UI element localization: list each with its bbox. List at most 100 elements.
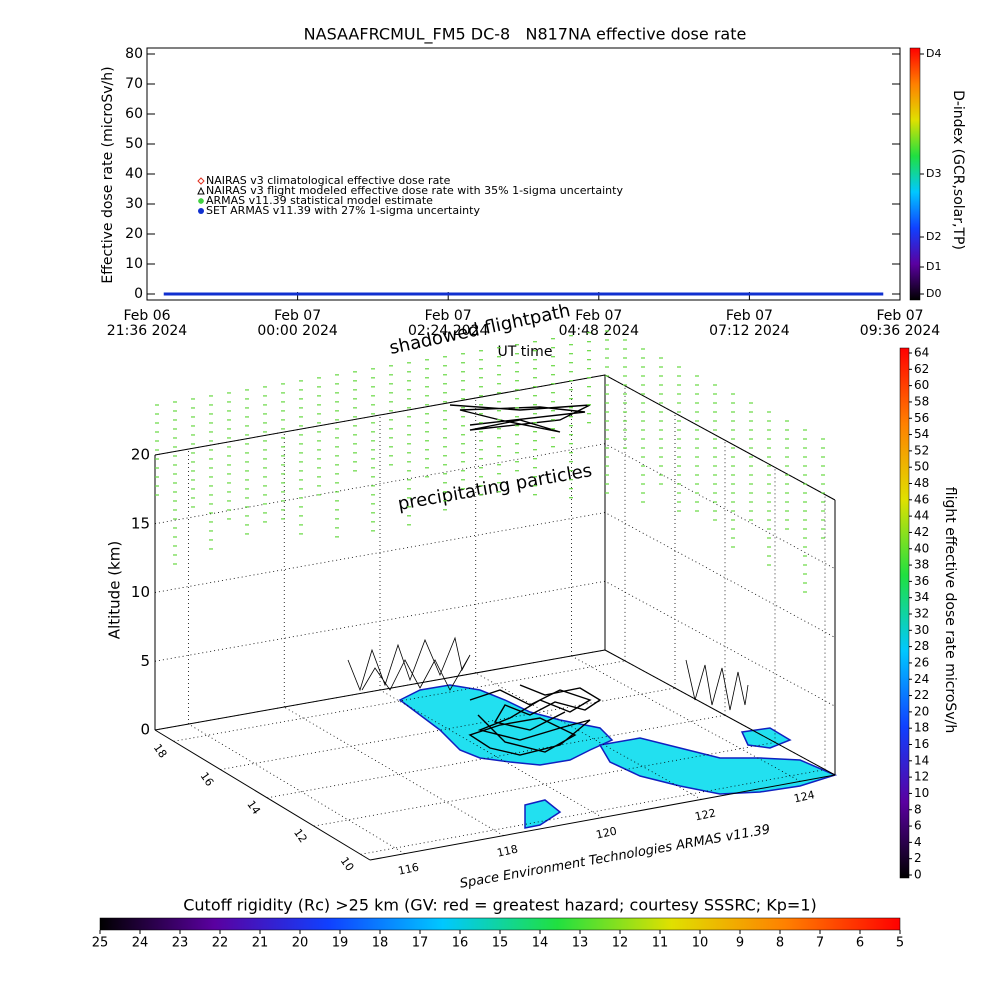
dindex-colorbar [909,47,921,301]
colorbar-tick-label: 16 [452,936,469,951]
colorbar-tick-label: 13 [572,936,589,951]
x-tick-label: 124 [793,788,816,805]
z-tick-label: 10 [131,583,150,601]
legend-marker [197,177,205,185]
chart-title: NASAAFRCMUL_FM5 DC-8 N817NA effective do… [304,25,747,45]
grid-line [379,689,603,818]
colorbar-tick-label: 10 [914,786,929,800]
x-tick-label: 122 [694,806,717,823]
colorbar-tick-label: 18 [914,721,929,735]
colorbar-label: flight effective dose rate microSv/h [942,487,958,733]
legend-marker [198,198,204,204]
colorbar-tick-label: 28 [914,639,929,653]
colorbar-tick-label: 16 [914,737,929,751]
particle-dashes [155,330,825,593]
y-tick-label: 10 [125,256,143,272]
y-tick-label: 30 [125,196,143,212]
colorbar-tick-label: 25 [92,936,109,951]
grid-line [154,580,836,707]
legend-label: SET ARMAS v11.39 with 27% 1-sigma uncert… [206,204,480,217]
colorbar-tick-label: 56 [914,411,929,425]
y-tick-label: 70 [125,76,143,92]
colorbar-tick-label: 15 [492,936,509,951]
grid-line [154,512,836,638]
legend-marker [198,208,204,214]
colorbar-tick-label: 19 [332,936,349,951]
colorbar-tick-label: 58 [914,394,929,408]
legend-label: NAIRAS v3 flight modeled effective dose … [206,184,623,197]
colorbar-tick-label: 38 [914,558,929,572]
y2-tick-label: D0 [926,287,941,300]
flight-track [493,684,602,731]
y2-tick-label: D2 [926,230,941,243]
grid-line [154,443,836,570]
colorbar-tick-label: 20 [292,936,309,951]
x-tick-label: 07:12 2024 [709,323,790,339]
grid-line [360,769,826,855]
axis-edge [154,729,371,861]
colorbar-tick-label: 0 [914,868,922,882]
colorbar-tick-label: 14 [914,753,929,767]
colorbar-tick-label: 62 [914,362,929,376]
colorbar-tick-label: 44 [914,509,929,523]
colorbar [899,347,910,879]
colorbar-tick-label: 8 [776,936,784,951]
colorbar-tick-label: 52 [914,443,929,457]
x-tick-label: Feb 07 [726,308,773,324]
y2-axis-label: D-index (GCR,solar,TP) [950,90,966,250]
colorbar-tick-label: 4 [914,835,922,849]
y2-tick-label: D4 [926,47,941,60]
grid-line [267,714,726,799]
colorbar-tick-label: 22 [212,936,229,951]
colorbar-tick-label: 42 [914,525,929,539]
colorbar-tick-label: 14 [532,936,549,951]
y-tick-label: 20 [125,226,143,242]
colorbar-tick-label: 12 [612,936,629,951]
colorbar-tick-label: 12 [914,770,929,784]
y-tick-label: 50 [125,136,143,152]
z-tick-label: 15 [131,514,150,532]
x-tick-label: 04:48 2024 [559,323,640,339]
island [524,799,562,829]
colorbar-label: Cutoff rigidity (Rc) >25 km (GV: red = g… [183,896,817,915]
x-tick-label: Feb 07 [274,308,321,324]
colorbar-tick-label: 2 [914,851,922,865]
colorbar-tick-label: 23 [172,936,189,951]
x-tick-label: 120 [595,824,618,841]
flight-track-3d [347,636,471,692]
colorbar-tick-label: 48 [914,476,929,490]
legend-marker [197,186,205,195]
grid-line [154,649,836,776]
flight-path [347,404,749,756]
colorbar-tick-label: 11 [652,936,669,951]
legend-label: ARMAS v11.39 statistical model estimate [206,194,433,207]
x-tick-label: Feb 07 [876,308,923,324]
z-tick-label: 5 [140,652,150,670]
z-tick-label: 0 [140,721,150,739]
colorbar-tick-label: 8 [914,802,922,816]
x-tick-label: Feb 07 [425,308,472,324]
colorbar-tick-label: 60 [914,378,929,392]
colorbar-tick-label: 24 [132,936,149,951]
colorbar-tick-label: 50 [914,460,929,474]
x-tick-label: Feb 06 [123,308,170,324]
colorbar-tick-label: 9 [736,936,744,951]
grid-line [220,687,676,770]
colorbar-tick-label: 5 [896,936,904,951]
colorbar-tick-label: 22 [914,688,929,702]
x-tick-label: 116 [397,861,420,878]
colorbar-tick-label: 18 [372,936,389,951]
colorbar-tick-label: 34 [914,590,929,604]
y-tick-label: 80 [125,46,143,62]
colorbar-tick-label: 46 [914,492,929,506]
colorbar-tick-label: 7 [816,936,824,951]
x-tick-label: 00:00 2024 [257,323,338,339]
colorbar-tick-label: 21 [252,936,269,951]
y-tick-label: 40 [125,166,143,182]
colorbar-tick-label: 6 [856,936,864,951]
colorbar-tick-label: 6 [914,819,922,833]
colorbar-tick-label: 32 [914,607,929,621]
island [598,737,838,795]
y2-tick-label: D1 [926,260,941,273]
